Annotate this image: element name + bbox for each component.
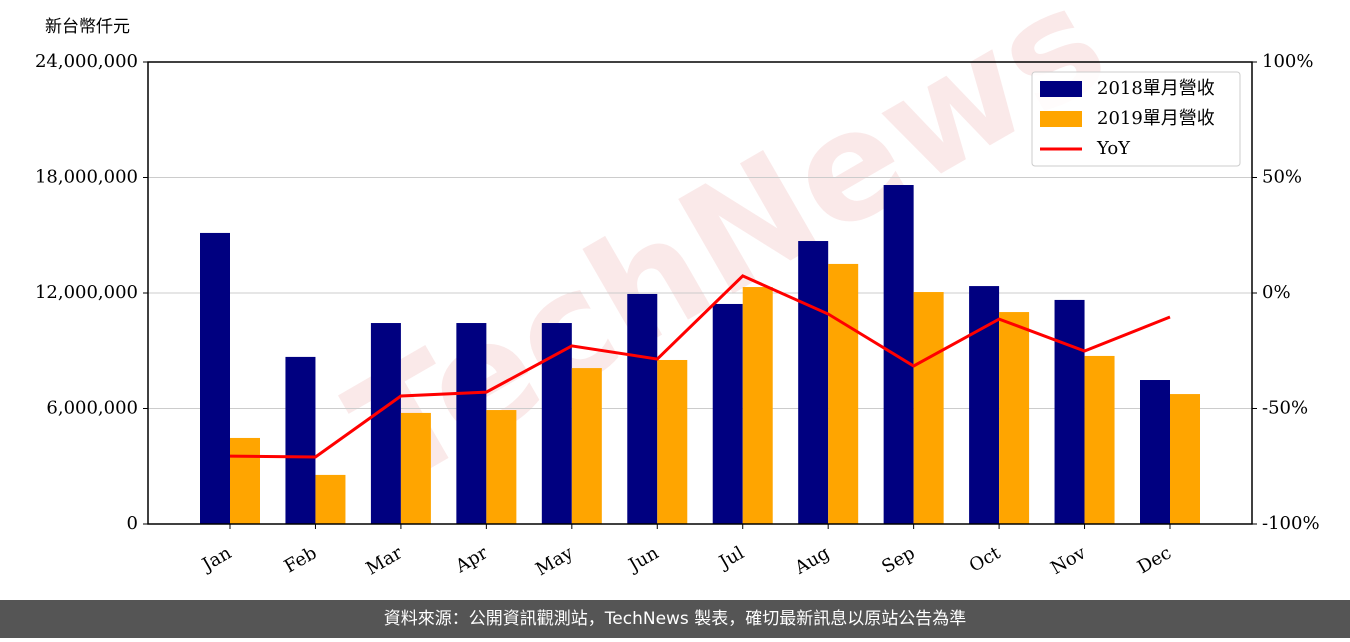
legend-swatch — [1040, 81, 1082, 97]
footer-bar — [0, 600, 1350, 638]
y-tick-label: 12,000,000 — [35, 282, 138, 303]
x-tick-label: Oct — [966, 542, 1005, 577]
bar — [315, 474, 346, 524]
x-tick-label: Aug — [791, 542, 834, 579]
bar — [913, 292, 944, 524]
bar — [627, 293, 658, 524]
bar — [200, 232, 230, 524]
bar — [486, 410, 517, 524]
y-tick-label: 6,000,000 — [46, 398, 138, 419]
x-tick-label: Feb — [281, 542, 321, 577]
bar — [999, 312, 1030, 524]
x-tick-label: May — [532, 542, 577, 580]
x-tick-label: Jun — [624, 542, 663, 577]
bar — [883, 185, 914, 524]
legend-swatch — [1040, 111, 1082, 127]
x-tick-label: Nov — [1047, 542, 1090, 579]
bar — [1140, 380, 1170, 524]
bar — [400, 412, 431, 524]
y-axis-label: 新台幣仟元 — [45, 17, 130, 37]
line — [229, 274, 1171, 459]
bar — [370, 323, 401, 524]
bar — [1054, 299, 1085, 524]
x-tick-label: Jul — [714, 542, 748, 574]
x-tick-label: Jan — [197, 542, 235, 576]
y2-tick-label: 0% — [1262, 282, 1291, 303]
y-tick-label: 0 — [127, 513, 138, 534]
bar — [541, 323, 572, 524]
bar — [1170, 394, 1200, 524]
bar — [657, 359, 688, 524]
bar — [828, 263, 859, 524]
x-tick-label: Mar — [363, 542, 407, 579]
y-tick-label: 18,000,000 — [35, 167, 138, 188]
legend-box — [1031, 71, 1241, 167]
y2-tick-label: -100% — [1262, 513, 1320, 534]
y-tick-label: 24,000,000 — [35, 51, 138, 72]
y2-tick-label: -50% — [1262, 398, 1308, 419]
y2-tick-label: 100% — [1262, 51, 1313, 72]
bar — [742, 287, 773, 524]
bar — [571, 368, 602, 524]
bar — [456, 323, 487, 524]
legend-label: 2019單月營收 — [1097, 108, 1215, 129]
x-tick-label: Dec — [1134, 542, 1175, 578]
bar — [285, 356, 316, 524]
x-tick-label: Sep — [878, 542, 918, 577]
bar — [712, 303, 743, 524]
bar — [1084, 355, 1115, 524]
bar — [798, 241, 829, 524]
footer: 資料來源：公開資訊觀測站，TechNews 製表，確切最新訊息以原站公告為準 — [384, 609, 966, 629]
y2-tick-label: 50% — [1262, 167, 1302, 188]
plot-frame — [147, 61, 1253, 525]
x-tick-label: Apr — [451, 542, 491, 577]
legend-label: 2018單月營收 — [1097, 78, 1215, 99]
bar — [230, 437, 260, 524]
legend-label: YoY — [1096, 138, 1131, 159]
